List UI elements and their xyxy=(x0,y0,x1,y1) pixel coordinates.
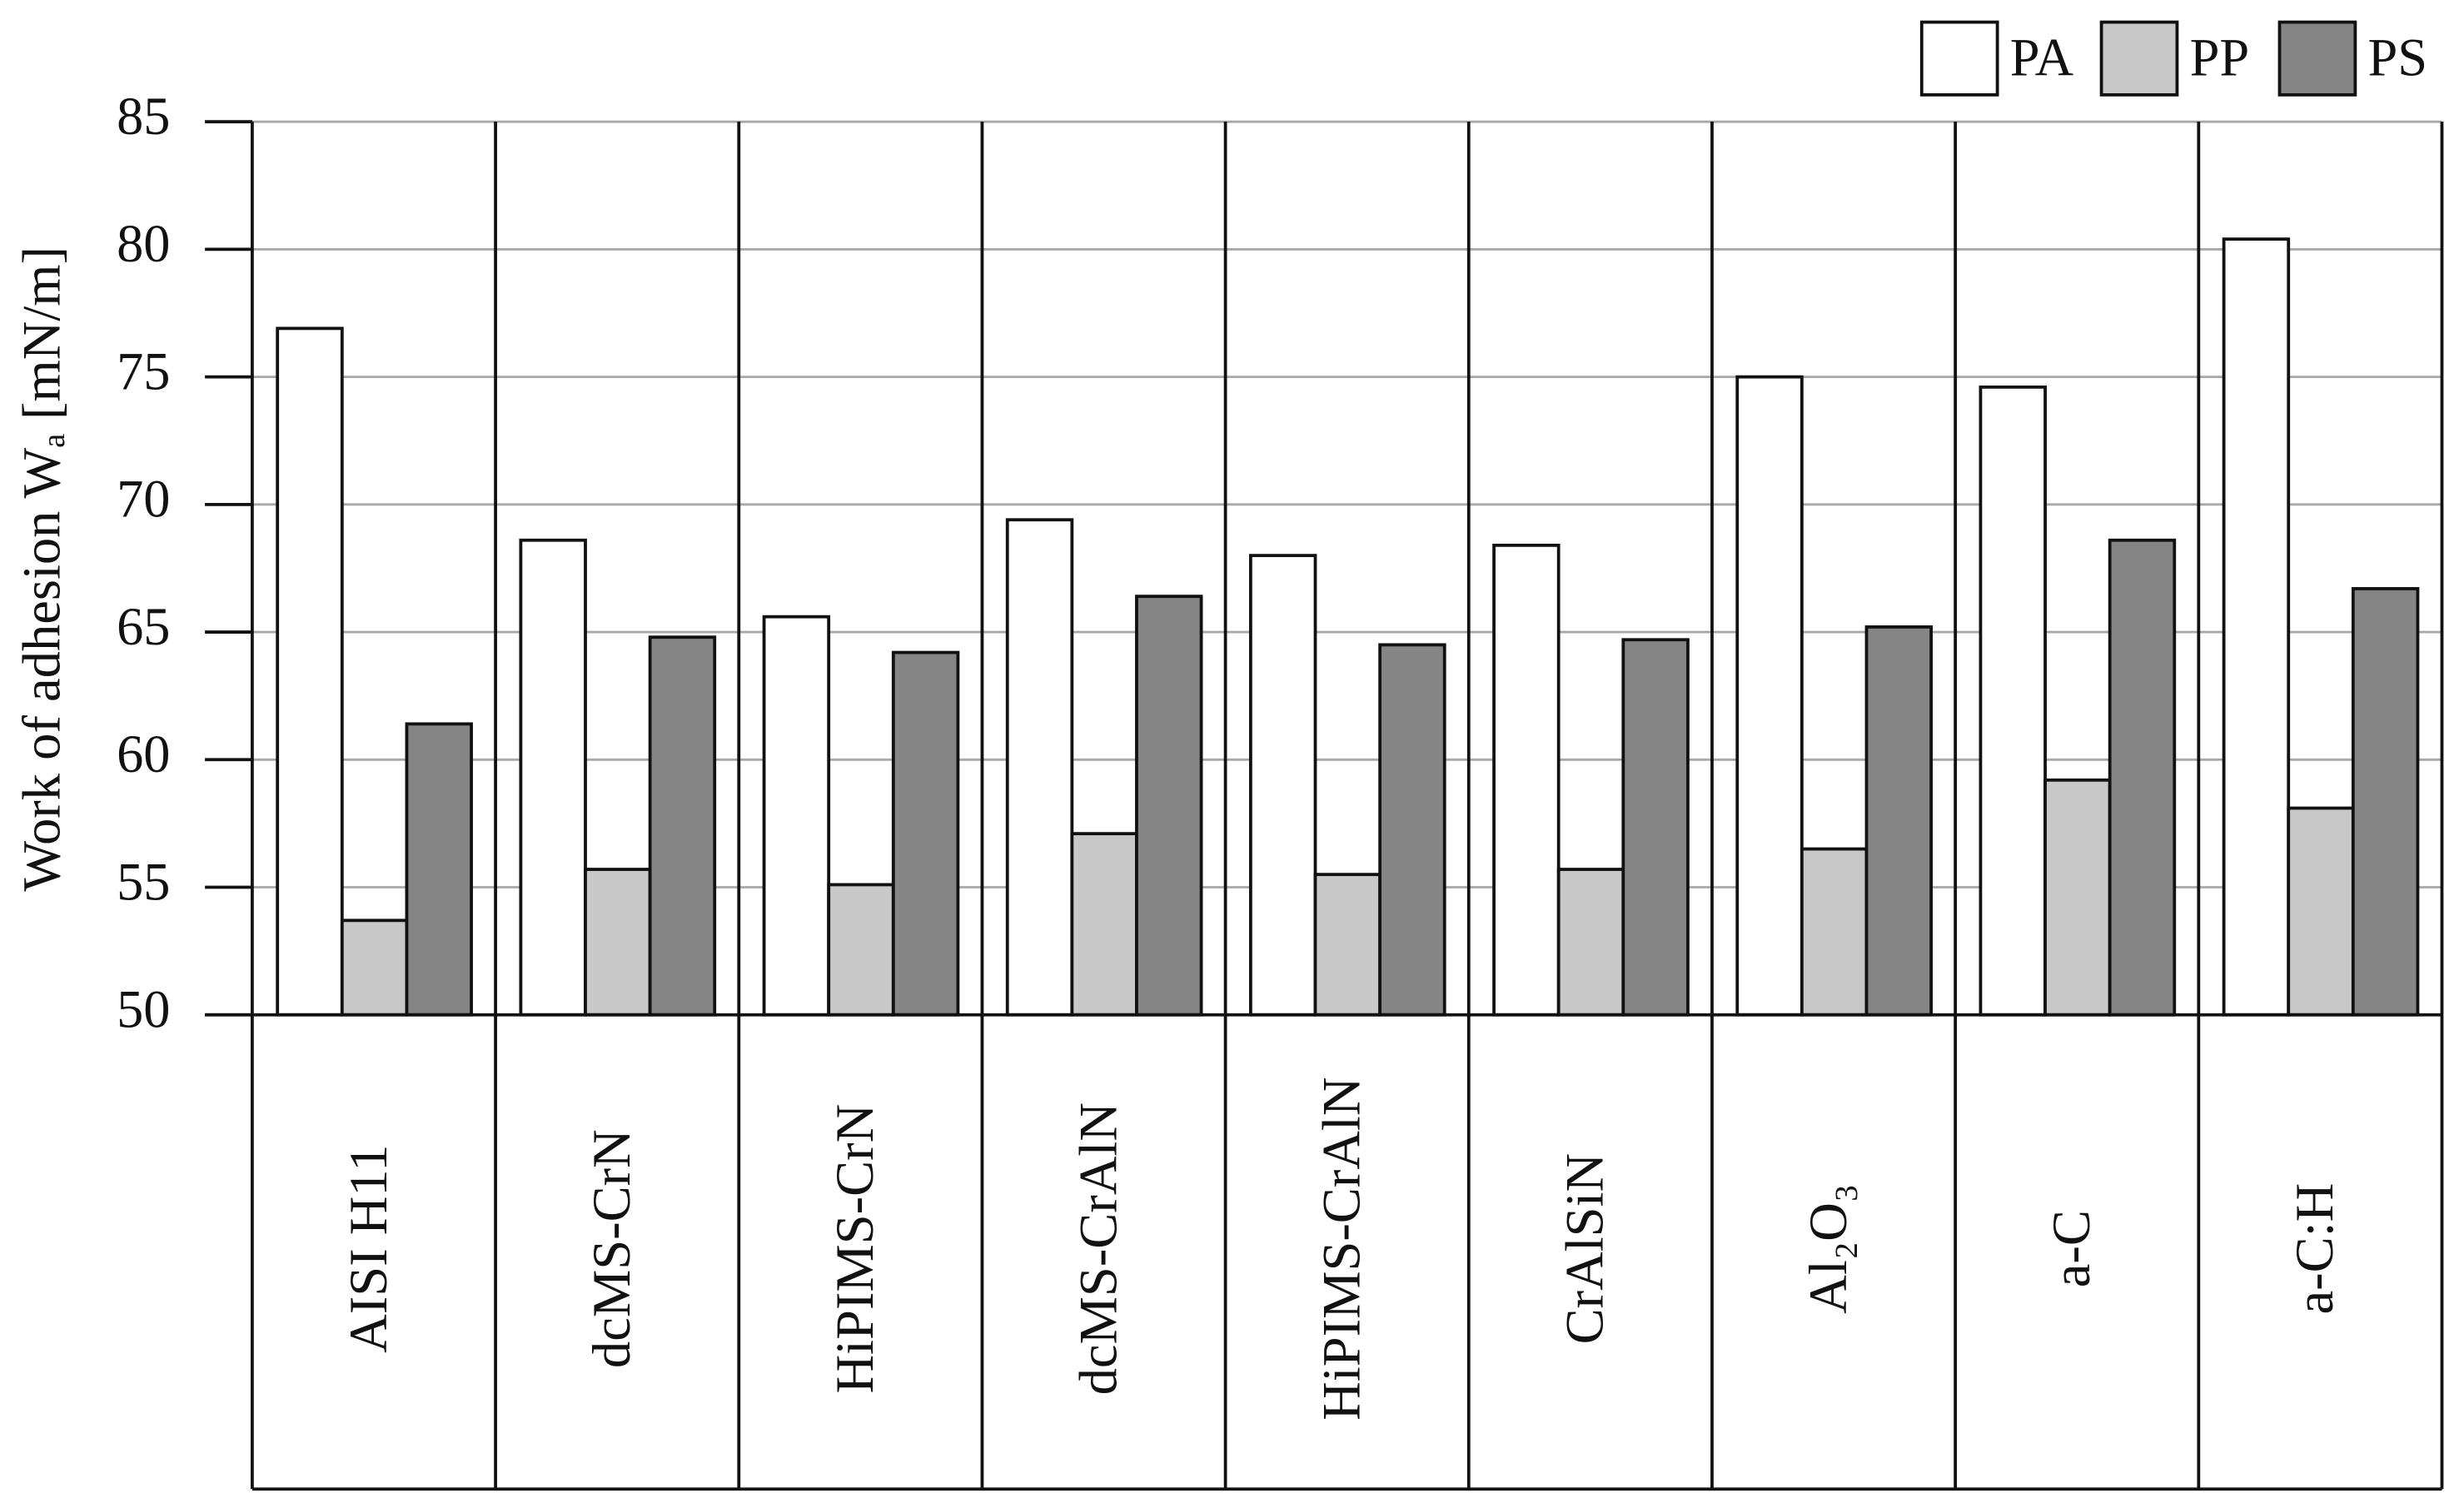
y-axis-label: Work of adhesion Wₐ [mN/m] xyxy=(12,246,72,892)
bar xyxy=(1979,385,2047,1017)
bar xyxy=(340,918,409,1017)
x-tick-label: Al₂O₃ xyxy=(1799,1184,1858,1314)
bar xyxy=(2351,587,2420,1017)
x-tick-label: AISI H11 xyxy=(339,1145,398,1353)
x-tick-label: dcMS-CrAlN xyxy=(1068,1102,1127,1395)
bar xyxy=(1735,375,1804,1017)
bar xyxy=(519,538,587,1017)
bar xyxy=(1378,643,1446,1017)
x-tick-label: HiPIMS-CrN xyxy=(825,1104,884,1394)
y-tick-label: 60 xyxy=(117,724,170,784)
bar xyxy=(276,326,344,1017)
legend-swatch xyxy=(2277,20,2357,97)
bar xyxy=(1864,625,1934,1017)
legend-swatch xyxy=(2099,20,2179,97)
legend-label: PS xyxy=(2368,28,2428,87)
bar xyxy=(827,883,895,1017)
y-tick-label: 70 xyxy=(117,470,170,529)
legend-label: PA xyxy=(2010,28,2074,87)
bar xyxy=(2222,237,2291,1017)
y-tick-label: 75 xyxy=(117,341,170,401)
bar xyxy=(1313,873,1382,1017)
x-tick-label: HiPIMS-CrAlN xyxy=(1312,1077,1371,1421)
bar xyxy=(2108,538,2177,1017)
x-tick-label: dcMS-CrN xyxy=(582,1129,641,1368)
bar xyxy=(2287,806,2355,1017)
x-tick-label: a-C:H xyxy=(2285,1183,2344,1315)
bar xyxy=(1005,518,1074,1017)
x-tick-label: CrAlSiN xyxy=(1556,1153,1615,1344)
x-tick-label: a-C xyxy=(2042,1210,2101,1287)
bar xyxy=(1799,847,1869,1017)
bar xyxy=(648,635,717,1017)
y-tick-label: 50 xyxy=(117,979,170,1038)
y-tick-label: 85 xyxy=(117,87,170,146)
bar xyxy=(405,722,473,1017)
bar xyxy=(891,650,960,1017)
bar xyxy=(1556,868,1625,1017)
y-tick-label: 55 xyxy=(117,852,170,911)
legend-swatch xyxy=(1919,20,1999,97)
bar xyxy=(1249,554,1317,1017)
bar xyxy=(1621,638,1690,1017)
legend-label: PP xyxy=(2190,28,2250,87)
bar xyxy=(1492,543,1561,1017)
bar xyxy=(2043,778,2112,1017)
bar xyxy=(1070,832,1138,1017)
bar xyxy=(762,615,831,1017)
y-tick-label: 80 xyxy=(117,214,170,273)
bar xyxy=(1135,595,1203,1017)
y-tick-label: 65 xyxy=(117,597,170,656)
bar xyxy=(584,868,652,1017)
